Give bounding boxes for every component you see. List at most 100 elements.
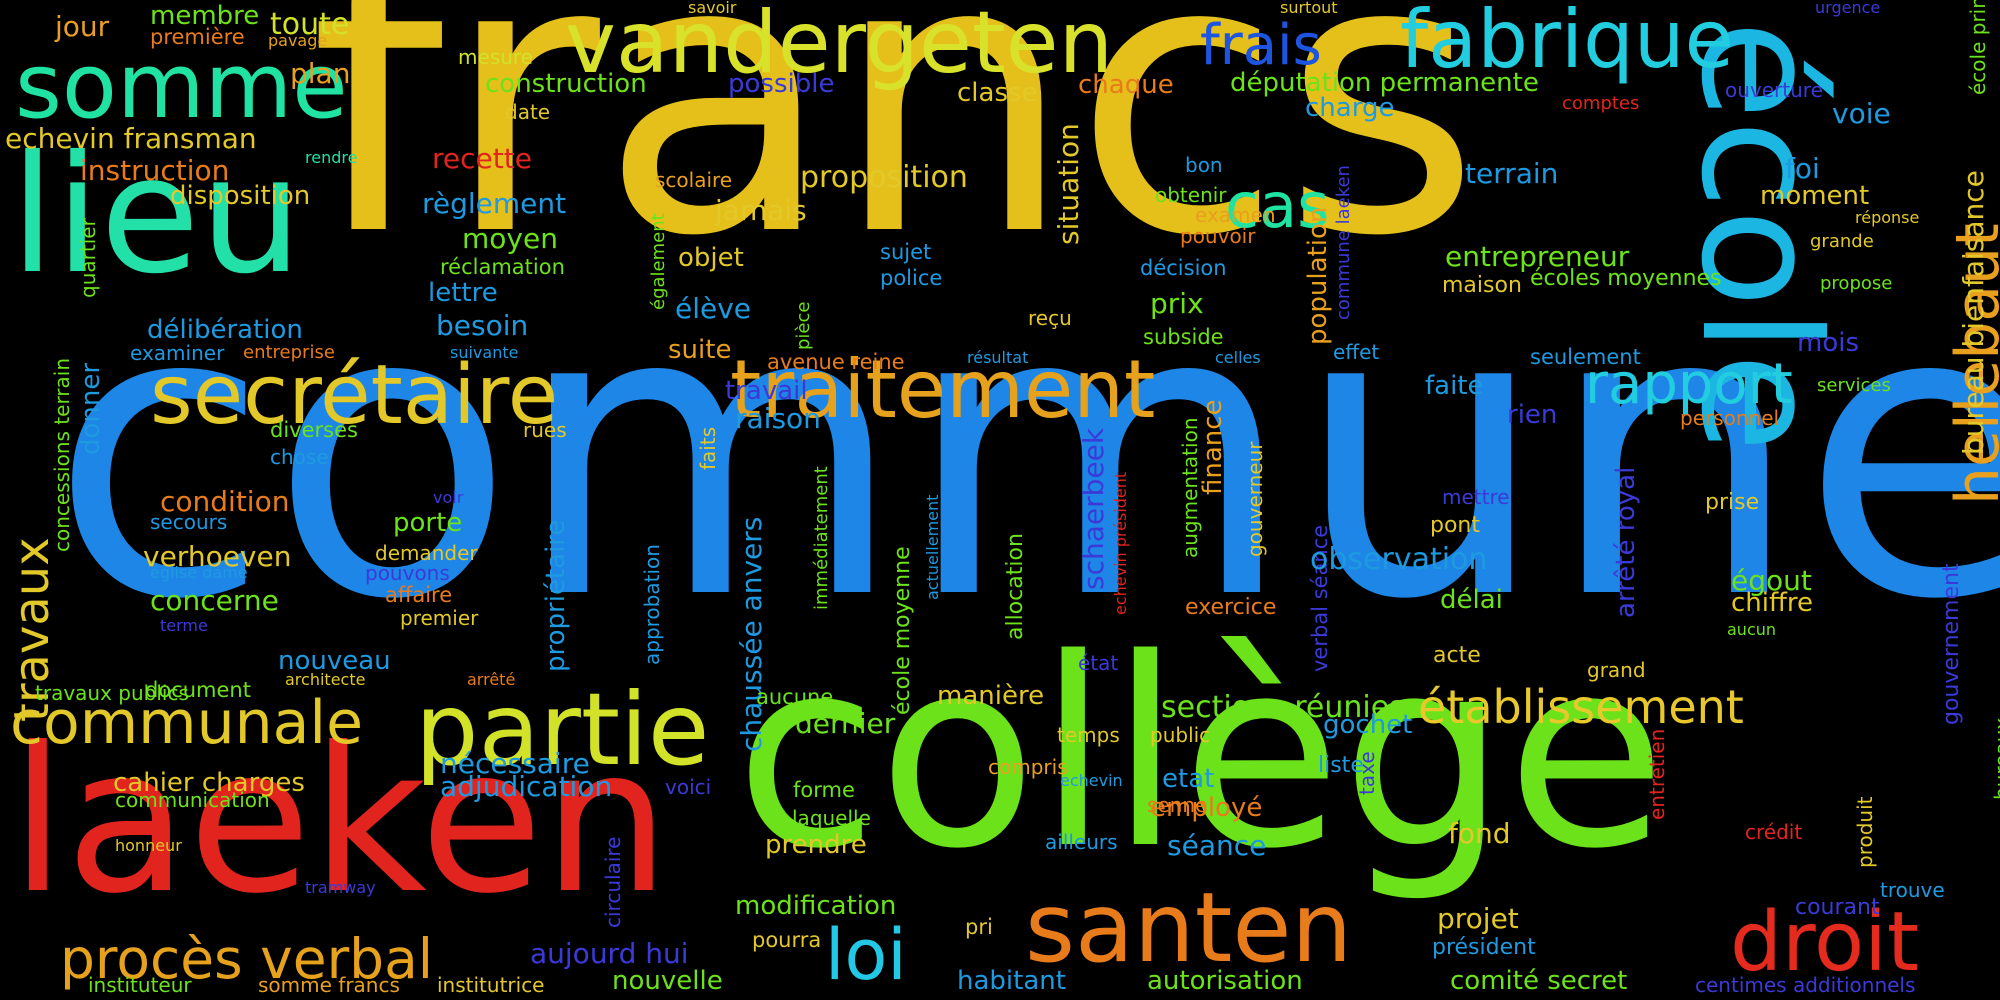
cloud-word: reçu [1028,306,1072,330]
cloud-word: verhoeven [143,540,292,573]
cloud-word: bureaux [1990,717,2000,800]
cloud-word: senne [1147,793,1208,817]
cloud-word: chaque [1078,70,1174,100]
cloud-word: bureau bienfaisance [1957,170,1990,455]
cloud-word: celles [1215,348,1261,367]
cloud-word: projet [1437,902,1519,935]
cloud-word: police [880,266,943,290]
cloud-word: président [1432,935,1536,960]
cloud-word: école moyenne [890,546,915,715]
cloud-word: immédiatement [811,466,832,610]
cloud-word: produit [1853,796,1877,868]
cloud-word: nouveau [278,646,391,676]
cloud-word: terrain [1465,157,1559,190]
cloud-word: taxe [1355,751,1379,795]
cloud-word: raison [735,402,821,435]
cloud-word: travail [725,376,808,406]
cloud-word: proposition [800,160,968,195]
cloud-word: moyen [462,222,558,255]
cloud-word: faite [1425,371,1484,401]
cloud-word: toute [270,7,350,42]
cloud-word: communale [10,688,363,758]
cloud-word: secrétaire [150,348,559,443]
cloud-word: pouvoir [1180,224,1256,248]
cloud-word: traitement [730,343,1156,436]
cloud-word: surtout [1280,0,1338,17]
cloud-word: ailleurs [1045,830,1118,854]
cloud-word: députation permanente [1230,68,1539,98]
cloud-word: rendre [305,148,358,167]
cloud-word: recette [432,142,532,175]
cloud-word: règlement [422,187,567,220]
cloud-word: pavage [268,31,328,50]
cloud-word: école primaire [1966,0,1990,95]
cloud-word: lieu [10,122,303,310]
cloud-word: mesure [458,45,533,69]
cloud-word: possible [728,69,835,99]
cloud-word: seulement [1530,345,1641,369]
cloud-word: prendre [765,830,867,860]
cloud-word: diverses [270,418,358,442]
cloud-word: avenue reine [767,350,905,374]
cloud-word: première [150,25,245,49]
cloud-word: scolaire [655,168,733,192]
cloud-word: approbation [640,544,664,665]
cloud-word: fabrique [1400,0,1734,86]
cloud-word: architecte [285,670,366,689]
cloud-word: modification [735,891,897,921]
cloud-word: élève [675,292,752,325]
cloud-word: date [505,100,551,124]
cloud-word: droit [1730,895,1920,990]
cloud-word: exercice [1185,595,1277,620]
cloud-word: examiner [130,341,225,365]
cloud-word: comité secret [1450,966,1628,996]
cloud-word: observation [1310,542,1488,577]
cloud-word: actuellement [923,494,942,600]
cloud-word: classe [957,78,1038,108]
cloud-word: temps [1057,723,1120,747]
cloud-word: suite [668,335,732,365]
cloud-word: premier [400,606,479,630]
cloud-word: établissement [1418,680,1744,734]
cloud-word: mois [1797,328,1860,358]
cloud-word: ouverture [1725,78,1823,102]
cloud-word: manière [937,681,1045,711]
cloud-word: somme francs [258,973,400,997]
cloud-word: terme [160,616,208,635]
cloud-word: suivante [450,343,519,362]
cloud-word: population [1303,206,1333,345]
cloud-word: chaussée anvers [735,516,768,752]
cloud-word: pièce [793,301,814,350]
cloud-word: schaerbeek [1077,427,1110,590]
cloud-word: public [1150,723,1211,747]
cloud-word: chose [270,445,329,469]
cloud-word: loi [825,914,907,996]
cloud-word: besoin [436,309,529,342]
cloud-word: propriétaire [541,519,571,672]
cloud-word: délibération [147,315,303,345]
cloud-word: nouvelle [612,966,723,996]
cloud-word: adjudication [440,770,613,803]
cloud-word: acte [1433,643,1481,668]
cloud-word: aujourd hui [530,937,689,970]
cloud-word: circulaire [601,836,625,928]
cloud-word: plan [290,57,351,90]
cloud-word: travaux publics [35,681,189,705]
cloud-word: commune [50,222,2000,687]
cloud-word: vandergeten [565,0,1114,93]
cloud-word: voir [433,488,464,507]
cloud-word: effet [1333,340,1380,364]
cloud-word: echevin fransman [5,122,257,155]
cloud-word: comptes [1562,93,1640,114]
cloud-word: chiffre [1731,588,1814,618]
cloud-word: prix [1150,287,1204,320]
cloud-word: centimes additionnels [1695,973,1916,997]
cloud-word: quartier [76,218,100,298]
cloud-word: église dame [150,563,248,582]
cloud-word: situation [1052,123,1085,245]
cloud-word: résultat [967,348,1029,367]
cloud-word: document [145,678,251,702]
cloud-word: égout [1731,564,1812,597]
cloud-word: foi [1785,152,1820,185]
